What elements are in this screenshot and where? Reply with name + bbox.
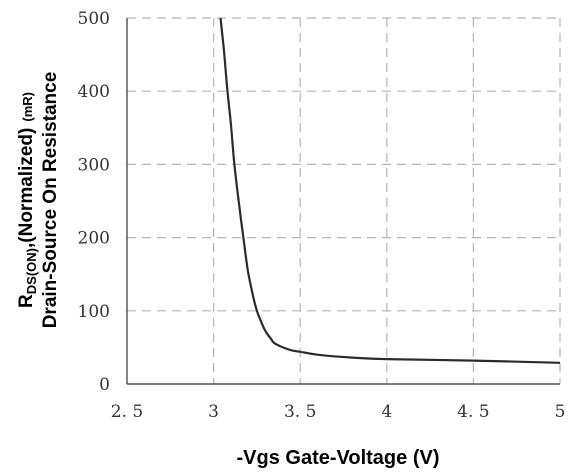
- y-tick-label: 200: [78, 229, 110, 249]
- x-tick-labels: 2. 5 3 3. 5 4 4. 5 5: [111, 402, 566, 422]
- x-tick-label: 3. 5: [284, 402, 316, 422]
- y-axis-label-normalized: ,(Normalized): [16, 128, 37, 248]
- y-axis-label-subscript: DS(ON): [24, 248, 39, 294]
- y-axis-label-unit: (mR): [20, 92, 35, 122]
- x-axis-label: -Vgs Gate-Voltage (V): [237, 447, 440, 469]
- x-tick-label: 5: [555, 402, 566, 422]
- y-tick-labels: 0 100 200 300 400 500: [78, 9, 110, 395]
- x-tick-label: 2. 5: [111, 402, 143, 422]
- y-axis-label-line2: Drain-Source On Resistance: [40, 72, 61, 329]
- y-tick-label: 500: [78, 9, 110, 29]
- svg-text:RDS(ON),(Normalized)(mR): RDS(ON),(Normalized) (mR): [16, 92, 39, 308]
- axes: [126, 18, 560, 385]
- y-tick-label: 0: [99, 375, 110, 395]
- y-tick-label: 100: [78, 302, 110, 322]
- grid: [127, 17, 561, 384]
- x-tick-label: 3: [208, 402, 219, 422]
- y-axis-label-main: R: [16, 294, 37, 308]
- series-lines: [219, 17, 561, 364]
- y-tick-label: 400: [78, 82, 110, 102]
- y-axis-label: RDS(ON),(Normalized) (mR) Drain-Source On…: [16, 72, 61, 329]
- x-tick-label: 4. 5: [457, 402, 489, 422]
- series-line: [219, 17, 561, 364]
- x-tick-label: 4: [381, 402, 392, 422]
- y-tick-label: 300: [78, 155, 110, 175]
